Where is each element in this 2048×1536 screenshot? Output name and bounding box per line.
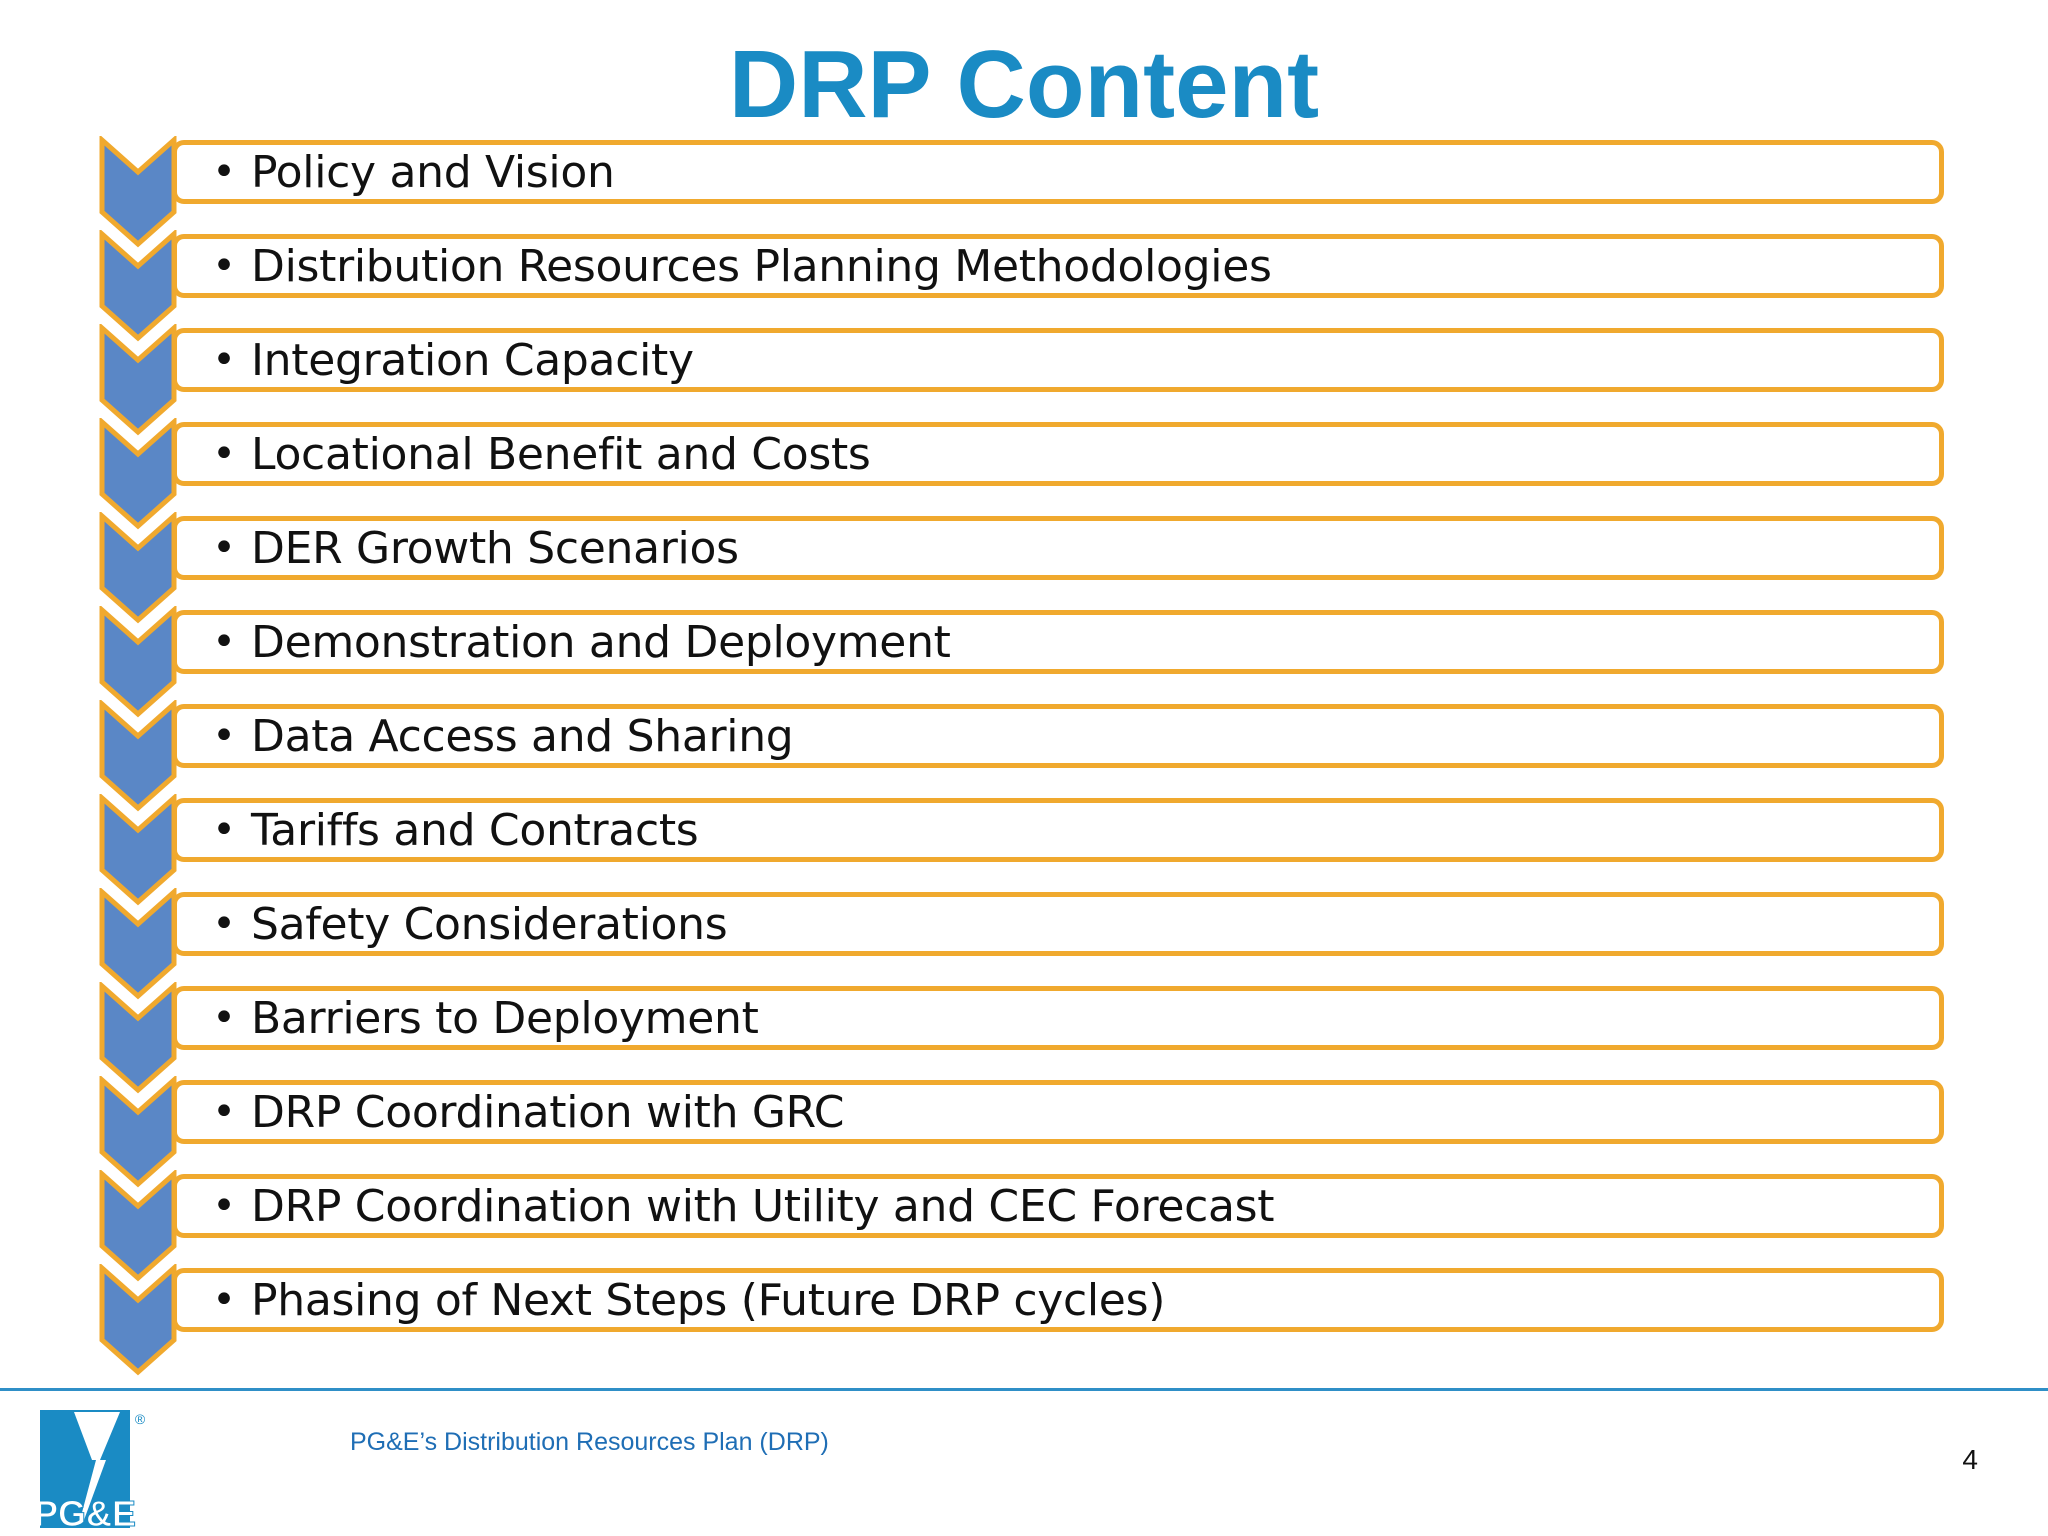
chevron-down-icon <box>99 1076 177 1188</box>
chevron-down-icon <box>99 1264 177 1376</box>
bullet-icon: • <box>212 995 236 1041</box>
list-item-label: Tariffs and Contracts <box>251 804 699 856</box>
chevron-down-icon <box>99 982 177 1094</box>
bullet-icon: • <box>212 619 236 665</box>
list-item: • DER Growth Scenarios <box>172 516 1944 580</box>
chevron-down-icon <box>99 888 177 1000</box>
bullet-icon: • <box>212 713 236 759</box>
list-item: • Safety Considerations <box>172 892 1944 956</box>
bullet-icon: • <box>212 337 236 383</box>
chevron-down-icon <box>99 512 177 624</box>
chevron-down-icon <box>99 418 177 530</box>
page-number: 4 <box>1962 1444 1978 1475</box>
list-item: • DRP Coordination with GRC <box>172 1080 1944 1144</box>
chevron-down-icon <box>99 324 177 436</box>
bullet-icon: • <box>212 149 236 195</box>
list-item: • Tariffs and Contracts <box>172 798 1944 862</box>
bullet-icon: • <box>212 431 236 477</box>
list-item: • Policy and Vision <box>172 140 1944 204</box>
chevron-down-icon <box>99 136 177 248</box>
bullet-icon: • <box>212 1277 236 1323</box>
chevron-down-icon <box>99 606 177 718</box>
footer-title: PG&E’s Distribution Resources Plan (DRP) <box>350 1428 829 1456</box>
list-item-label: Locational Benefit and Costs <box>251 428 871 480</box>
list-item: • Data Access and Sharing <box>172 704 1944 768</box>
bullet-icon: • <box>212 901 236 947</box>
list-item: • DRP Coordination with Utility and CEC F… <box>172 1174 1944 1238</box>
list-item-label: Data Access and Sharing <box>251 710 794 762</box>
list-item-label: Phasing of Next Steps (Future DRP cycles… <box>251 1274 1166 1326</box>
list-item: • Demonstration and Deployment <box>172 610 1944 674</box>
pge-logo: PG&E ® <box>40 1410 146 1532</box>
bullet-icon: • <box>212 807 236 853</box>
list-item-label: DRP Coordination with GRC <box>251 1086 845 1138</box>
list-item-label: DER Growth Scenarios <box>251 522 739 574</box>
list-item: • Barriers to Deployment <box>172 986 1944 1050</box>
list-item-label: Barriers to Deployment <box>251 992 759 1044</box>
slide-title: DRP Content <box>728 31 1320 138</box>
list-item: • Locational Benefit and Costs <box>172 422 1944 486</box>
chevron-down-icon <box>99 1170 177 1282</box>
chevron-down-icon <box>99 700 177 812</box>
list-item: • Phasing of Next Steps (Future DRP cycle… <box>172 1268 1944 1332</box>
bullet-icon: • <box>212 1183 236 1229</box>
list-item-label: DRP Coordination with Utility and CEC Fo… <box>251 1180 1275 1232</box>
list-item-label: Policy and Vision <box>251 146 615 198</box>
logo-wordmark: PG&E <box>40 1493 136 1532</box>
footer-divider <box>0 1388 2048 1391</box>
logo-registered-mark: ® <box>135 1411 146 1427</box>
list-item: • Distribution Resources Planning Methodo… <box>172 234 1944 298</box>
list-item-label: Distribution Resources Planning Methodol… <box>251 240 1272 292</box>
bullet-icon: • <box>212 525 236 571</box>
list-item-label: Demonstration and Deployment <box>251 616 951 668</box>
list-item-label: Safety Considerations <box>251 898 728 950</box>
bullet-icon: • <box>212 1089 236 1135</box>
chevron-down-icon <box>99 794 177 906</box>
list-item: • Integration Capacity <box>172 328 1944 392</box>
chevron-down-icon <box>99 230 177 342</box>
bullet-icon: • <box>212 243 236 289</box>
list-item-label: Integration Capacity <box>251 334 694 386</box>
